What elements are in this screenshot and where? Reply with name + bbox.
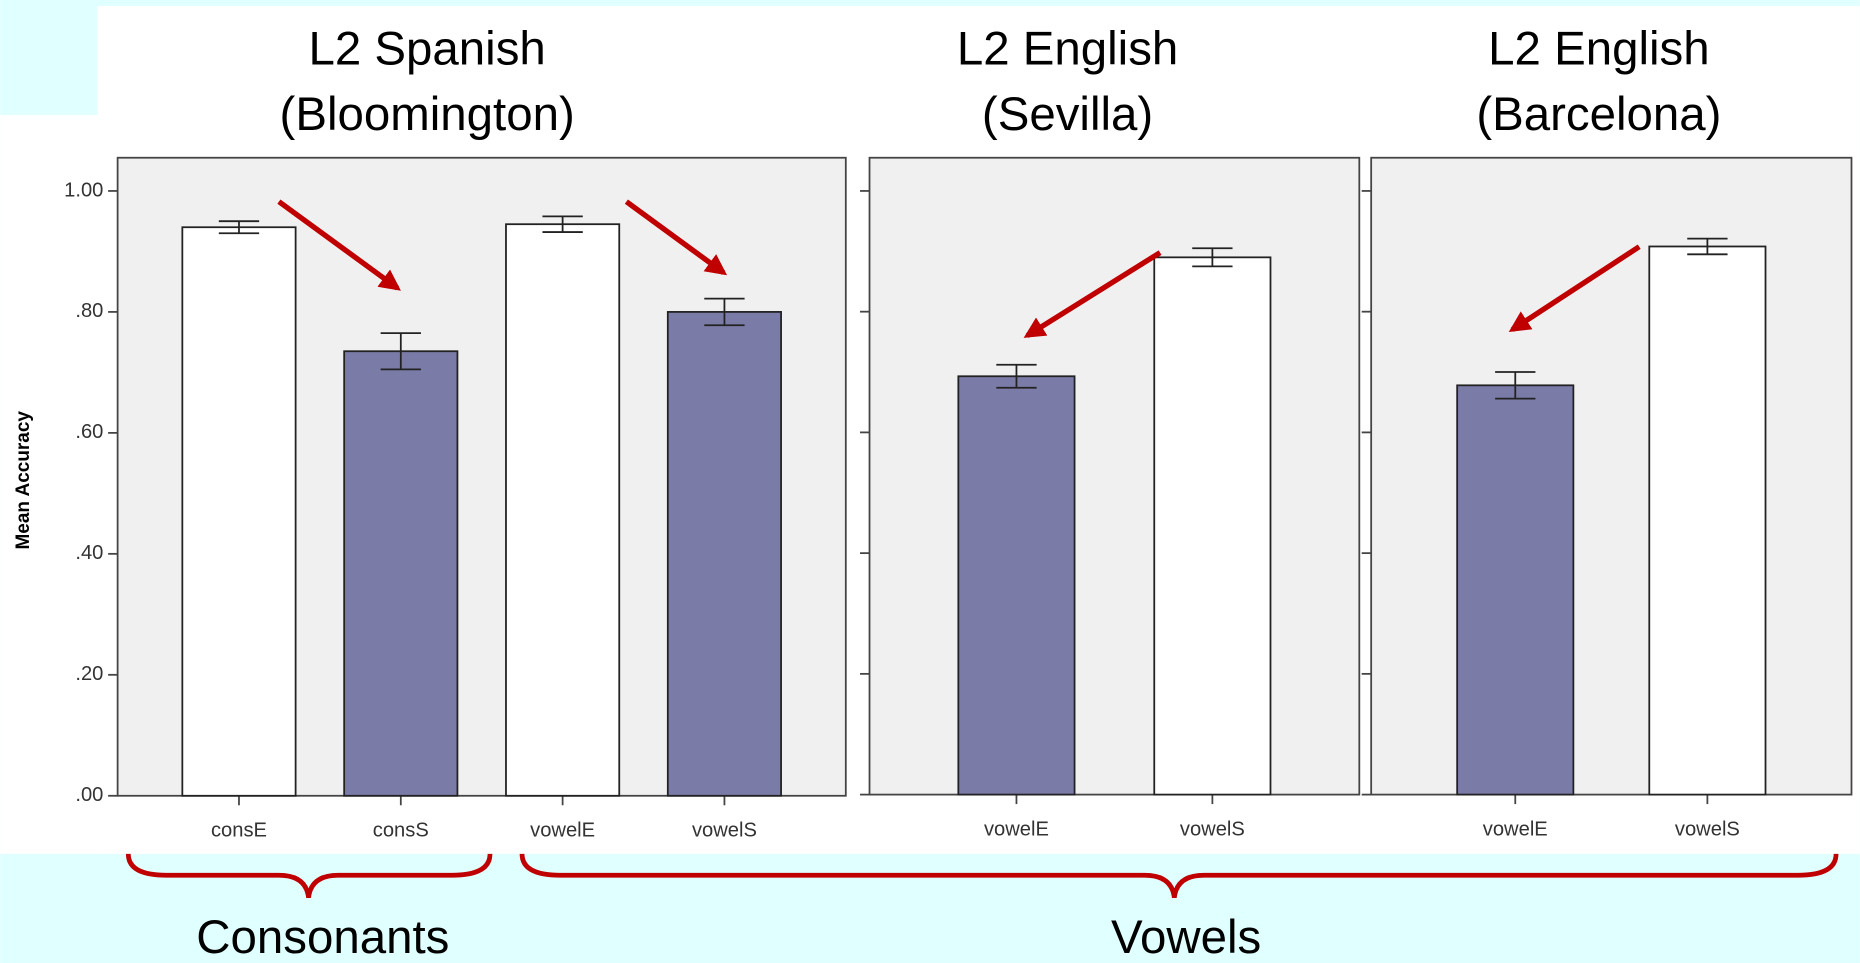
error-bar	[704, 297, 745, 327]
plot-area	[1370, 156, 1853, 796]
chart-title: L2 Spanish	[309, 23, 546, 76]
y-tick-label: .40	[75, 542, 103, 564]
bar	[1153, 256, 1272, 796]
annotation: Vowels	[1111, 911, 1261, 963]
white-area	[0, 115, 98, 854]
error-bar	[380, 332, 421, 371]
arrow	[1023, 250, 1162, 338]
arrow	[1508, 244, 1641, 333]
chart-subtitle: (Barcelona)	[1476, 88, 1721, 141]
x-tick-label: vowelS	[1675, 819, 1740, 841]
arrows	[277, 199, 1641, 338]
y-tick-label: .20	[75, 663, 103, 685]
bar	[1648, 245, 1767, 796]
y-tick-label: .60	[75, 421, 103, 443]
y-axis-label: Mean Accuracy	[13, 411, 34, 550]
chart-subtitle: (Sevilla)	[982, 88, 1153, 141]
chart-subtitle: (Bloomington)	[280, 88, 575, 141]
chart-title: L2 English	[1488, 23, 1709, 76]
bar	[505, 223, 621, 797]
plot-area	[868, 156, 1361, 796]
annotation: Consonants	[196, 911, 449, 963]
bar	[181, 226, 297, 797]
x-tick-label: vowelS	[692, 820, 757, 842]
error-bar	[996, 363, 1037, 389]
x-tick-label: vowelE	[984, 819, 1049, 841]
x-tick-label: consE	[211, 820, 267, 842]
error-bar	[1687, 237, 1728, 256]
bracket	[125, 853, 493, 899]
bar	[1456, 384, 1575, 796]
bar	[666, 311, 782, 797]
error-bar	[218, 220, 260, 235]
bracket	[519, 853, 1839, 899]
arrow	[624, 199, 728, 276]
arrow	[277, 199, 401, 291]
x-tick-label: vowelE	[1483, 819, 1548, 841]
y-tick-label: 1.00	[64, 179, 103, 201]
error-bar	[1495, 371, 1536, 400]
error-bar	[542, 215, 583, 233]
y-tick-label: .00	[75, 784, 103, 806]
x-tick-label: consS	[373, 820, 429, 842]
y-tick-label: .80	[75, 300, 103, 322]
bar	[343, 350, 459, 797]
x-tick-label: vowelE	[530, 820, 595, 842]
bar	[957, 375, 1076, 796]
x-tick-label: vowelS	[1180, 819, 1245, 841]
chart-title: L2 English	[957, 23, 1178, 76]
error-bar	[1192, 247, 1233, 268]
